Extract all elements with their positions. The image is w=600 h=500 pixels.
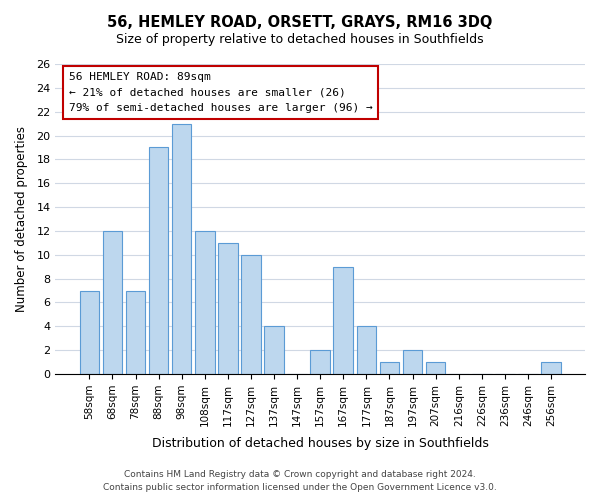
Bar bbox=[403, 350, 422, 374]
Bar bbox=[80, 290, 99, 374]
Bar bbox=[125, 290, 145, 374]
Bar bbox=[426, 362, 445, 374]
Bar bbox=[380, 362, 400, 374]
Text: 56 HEMLEY ROAD: 89sqm
← 21% of detached houses are smaller (26)
79% of semi-deta: 56 HEMLEY ROAD: 89sqm ← 21% of detached … bbox=[68, 72, 373, 113]
Text: Size of property relative to detached houses in Southfields: Size of property relative to detached ho… bbox=[116, 32, 484, 46]
Bar bbox=[195, 231, 215, 374]
Text: 56, HEMLEY ROAD, ORSETT, GRAYS, RM16 3DQ: 56, HEMLEY ROAD, ORSETT, GRAYS, RM16 3DQ bbox=[107, 15, 493, 30]
Y-axis label: Number of detached properties: Number of detached properties bbox=[15, 126, 28, 312]
X-axis label: Distribution of detached houses by size in Southfields: Distribution of detached houses by size … bbox=[152, 437, 488, 450]
Bar bbox=[172, 124, 191, 374]
Bar bbox=[541, 362, 561, 374]
Bar bbox=[310, 350, 330, 374]
Bar bbox=[218, 243, 238, 374]
Bar bbox=[334, 266, 353, 374]
Bar bbox=[264, 326, 284, 374]
Bar bbox=[356, 326, 376, 374]
Bar bbox=[103, 231, 122, 374]
Text: Contains HM Land Registry data © Crown copyright and database right 2024.
Contai: Contains HM Land Registry data © Crown c… bbox=[103, 470, 497, 492]
Bar bbox=[241, 255, 261, 374]
Bar bbox=[149, 148, 169, 374]
